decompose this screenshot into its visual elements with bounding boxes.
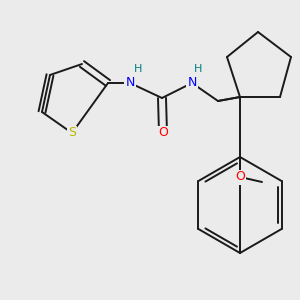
Text: N: N (125, 76, 135, 89)
Text: H: H (134, 64, 142, 74)
Text: O: O (235, 170, 245, 184)
Text: N: N (187, 76, 197, 89)
Text: H: H (194, 64, 202, 74)
Text: S: S (68, 127, 76, 140)
Text: O: O (158, 127, 168, 140)
